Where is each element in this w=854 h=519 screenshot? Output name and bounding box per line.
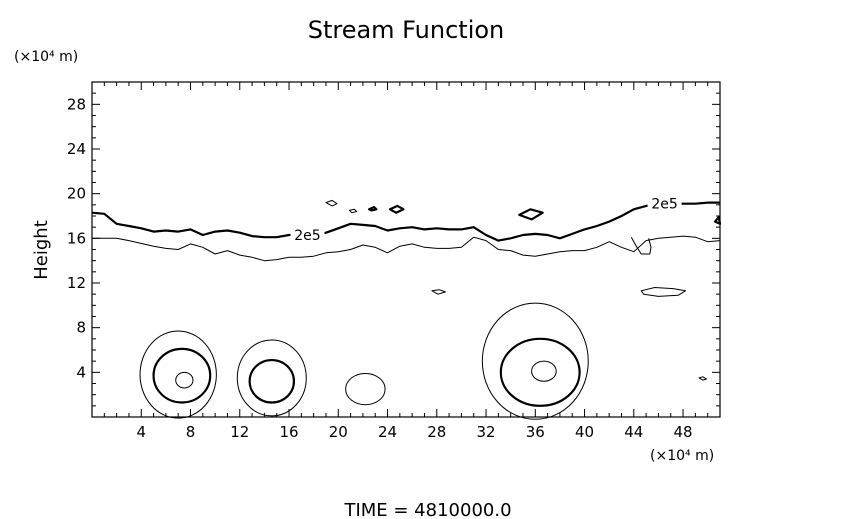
contour-label: 2e5 [651, 197, 677, 213]
contour-vortex-a-outer [139, 330, 217, 419]
contour-vortex-a-inner [175, 371, 194, 389]
x-tick-label: 16 [279, 423, 298, 441]
contour-isl-7 [640, 287, 686, 297]
contour-vortex-d-inner [531, 360, 557, 382]
x-tick-label: 12 [230, 423, 249, 441]
contour-label-bg [647, 194, 682, 212]
time-footer: TIME = 4810000.0 [343, 500, 511, 519]
plot-frame [91, 81, 721, 418]
contour-vortex-d-mid [499, 337, 581, 407]
x-unit-label: (×10⁴ m) [650, 448, 714, 464]
y-tick-label: 12 [67, 274, 86, 292]
x-tick-label: 4 [136, 423, 146, 441]
contour-vortex-b-outer [236, 339, 307, 417]
y-tick-label: 24 [67, 140, 86, 158]
contour-vortex-d-outer [481, 302, 589, 420]
x-tick-label: 48 [674, 423, 693, 441]
contour-isl-9 [714, 216, 722, 225]
contour-isl-6 [431, 289, 446, 295]
contour-label-bg [290, 225, 325, 243]
contour-thin-main [92, 235, 721, 262]
contour-isl-2 [348, 208, 358, 214]
contour-thick-main [91, 201, 720, 242]
x-tick-label: 24 [378, 423, 397, 441]
y-axis-label: Height [31, 220, 52, 280]
y-tick-label: 28 [67, 95, 86, 113]
x-tick-label: 20 [329, 423, 348, 441]
contour-isl-4 [388, 204, 405, 214]
y-tick-label: 20 [67, 185, 86, 203]
x-tick-label: 32 [476, 423, 495, 441]
contour-isl-1 [325, 199, 338, 207]
x-tick-label: 28 [427, 423, 446, 441]
contour-isl-8 [698, 376, 707, 381]
y-tick-label: 16 [67, 229, 86, 247]
contour-isl-3 [368, 206, 378, 212]
contour-isl-5 [518, 208, 544, 221]
y-tick-label: 8 [76, 319, 86, 337]
x-tick-label: 44 [624, 423, 643, 441]
x-tick-label: 40 [575, 423, 594, 441]
contour-label: 2e5 [294, 228, 320, 244]
chart-title: Stream Function [308, 16, 505, 44]
y-unit-label: (×10⁴ m) [14, 49, 78, 65]
contour-vortex-c [345, 372, 386, 406]
contour-labels: 2e5 2e5 [290, 194, 682, 244]
contour-vortex-a-mid [152, 347, 212, 404]
y-tick-label: 4 [76, 363, 86, 381]
x-tick-label: 36 [526, 423, 545, 441]
x-tick-label: 8 [186, 423, 196, 441]
contour-notch [630, 236, 652, 255]
contour-lines [91, 199, 722, 420]
contour-vortex-b-mid [248, 358, 296, 404]
